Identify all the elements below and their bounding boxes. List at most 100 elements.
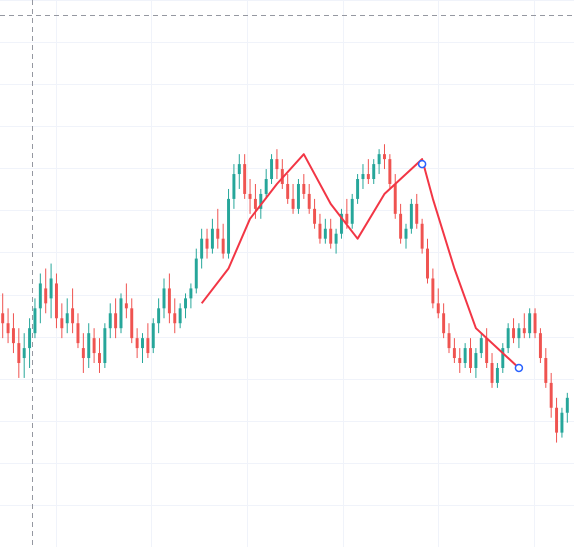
candle-body [275, 159, 279, 170]
candle-body [44, 288, 48, 304]
candle [458, 348, 462, 373]
candle [135, 328, 139, 359]
candle-body [11, 328, 15, 344]
candle [44, 268, 48, 314]
candle [22, 333, 26, 378]
pattern-markers [417, 159, 524, 373]
candle-body [442, 313, 446, 334]
candle-body [409, 203, 413, 229]
candle [501, 343, 505, 373]
candle-body [60, 318, 64, 329]
candle-body [302, 183, 306, 194]
candle [205, 228, 209, 259]
candle [415, 193, 419, 229]
candle-body [512, 328, 516, 339]
candle [286, 174, 290, 204]
candle [146, 323, 150, 359]
candle [33, 298, 37, 339]
candle [54, 273, 58, 329]
candle [92, 328, 96, 364]
candle [270, 154, 274, 184]
candle-body [135, 338, 139, 349]
candle-body [178, 308, 182, 324]
candle-body [1, 313, 5, 324]
candle-body [420, 223, 424, 249]
candle-body [130, 308, 134, 339]
candle [108, 303, 112, 339]
candle [17, 328, 21, 378]
candle [463, 343, 467, 368]
candle-body [452, 348, 456, 359]
candle-body [49, 278, 53, 299]
candle [383, 144, 386, 170]
candle-body [329, 228, 333, 244]
candle-body [506, 328, 510, 349]
candle-body [103, 328, 107, 364]
candle [555, 397, 559, 443]
candle [114, 298, 118, 339]
candle-body [189, 288, 193, 299]
candle-body [388, 159, 392, 184]
candle [162, 278, 166, 319]
candle-body [474, 353, 478, 368]
candle [452, 338, 456, 364]
candle [339, 208, 343, 239]
candle-body [33, 308, 37, 334]
candle [560, 407, 564, 438]
candle-body [264, 179, 268, 194]
candle-body [38, 283, 42, 309]
candle-body [146, 338, 150, 354]
candle [237, 154, 241, 189]
candle [81, 333, 85, 373]
candle [399, 203, 403, 244]
candle [210, 218, 214, 254]
candle [420, 218, 424, 254]
candle [200, 228, 204, 269]
candle [372, 159, 376, 184]
candle [313, 198, 317, 229]
candle-body [227, 198, 231, 254]
candle [409, 198, 413, 234]
candle-body [383, 154, 386, 160]
candle [71, 288, 75, 334]
candle [307, 183, 311, 214]
candle-body [243, 164, 247, 194]
candle-body [517, 328, 521, 339]
candles [1, 144, 569, 443]
candle [528, 308, 532, 339]
candle-body [393, 183, 397, 214]
candle-body [248, 193, 252, 199]
candle [442, 303, 446, 339]
candle [173, 298, 177, 334]
candle-body [76, 323, 80, 344]
candle [506, 323, 510, 354]
candle [232, 164, 236, 209]
candle [565, 392, 569, 423]
candle [404, 223, 408, 249]
candle-body [17, 343, 21, 364]
candle-body [350, 198, 354, 224]
candle-body [490, 363, 494, 383]
candle-body [436, 303, 440, 314]
candle [60, 303, 64, 339]
candle [517, 323, 521, 349]
candle-body [495, 367, 499, 383]
candle [216, 208, 220, 249]
candle [329, 218, 333, 249]
candle [76, 313, 80, 349]
candle-body [237, 164, 241, 175]
candle-body [533, 313, 537, 334]
candle [130, 298, 134, 344]
candle [98, 338, 101, 373]
candle [350, 193, 354, 229]
candle-body [253, 198, 257, 209]
candle-body [345, 213, 349, 224]
candle-body [426, 248, 429, 279]
candle-body [151, 323, 155, 349]
pattern-marker [514, 363, 524, 373]
candle-body [124, 303, 128, 309]
candle [377, 149, 381, 175]
candle [549, 372, 553, 418]
